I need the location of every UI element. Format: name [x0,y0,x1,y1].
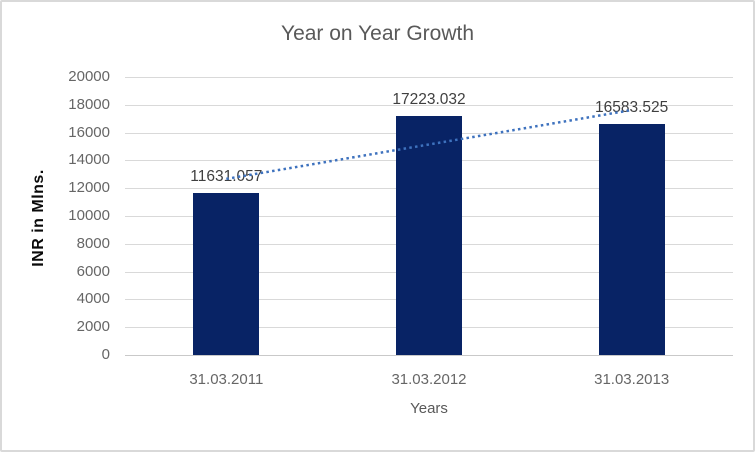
y-tick-label: 0 [101,346,110,363]
y-tick-label: 8000 [76,234,110,252]
y-tick-label: 4000 [76,290,110,308]
plot-area: 11631.057 17223.032 16583.525 [125,77,733,356]
trendline [226,108,632,181]
bar-data-label: 16583.525 [595,99,669,117]
bar [598,124,665,355]
gridline [125,104,733,106]
y-tick-label: 14000 [68,151,110,169]
x-tick-label: 31.03.2012 [391,371,467,388]
bar-data-label: 17223.032 [392,90,466,108]
gridline [125,77,733,78]
x-axis-line [125,355,733,356]
trendline-segment [226,108,632,181]
y-tick-label: 20000 [68,68,110,85]
x-tick-label: 31.03.2011 [189,371,264,388]
y-tick-label: 10000 [68,207,110,224]
bar [396,115,462,355]
y-tick-label: 12000 [68,179,110,197]
x-tick-label: 31.03.2013 [594,371,670,388]
bar-data-label: 11631.057 [190,168,263,186]
y-tick-label: 16000 [68,123,110,141]
y-tick-label: 2000 [76,318,110,336]
chart-title: Year on Year Growth [280,22,475,45]
x-axis-title: Years [410,400,448,417]
y-tick-label: 6000 [76,262,110,280]
y-tick-label: 18000 [68,95,110,113]
bar [193,193,260,355]
